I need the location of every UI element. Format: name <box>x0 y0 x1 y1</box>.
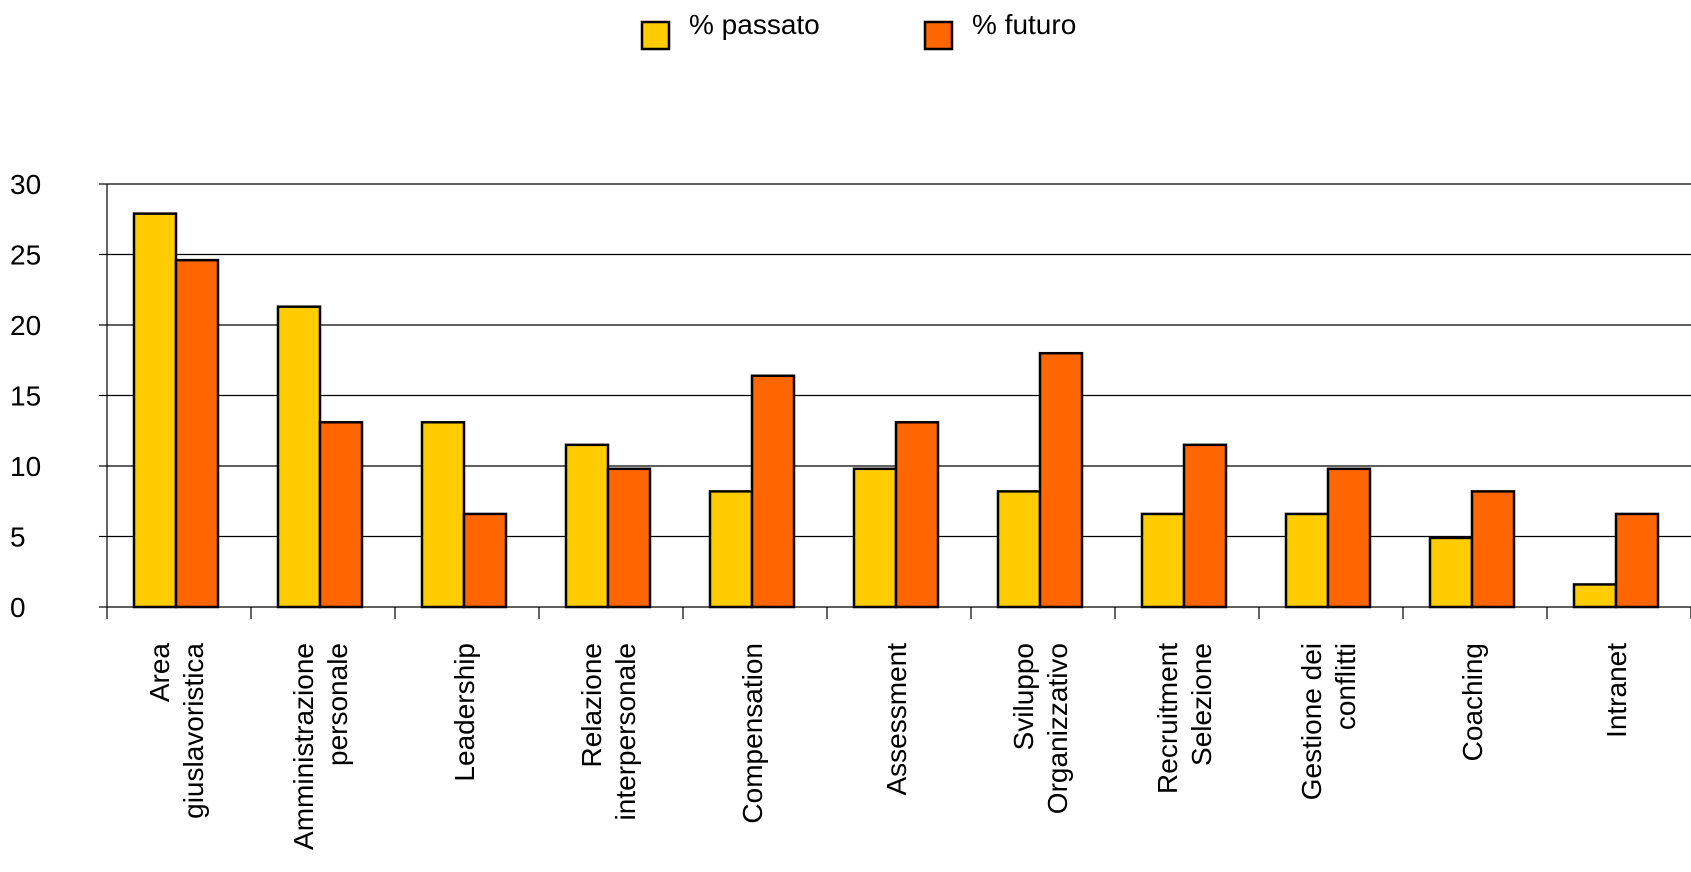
legend-label: % futuro <box>972 9 1076 40</box>
category-label: Intranet <box>1601 643 1632 738</box>
category-label-line: Intranet <box>1601 643 1632 738</box>
bar-futuro-0 <box>174 258 220 609</box>
legend-item-passato: % passato <box>640 9 820 51</box>
bar-passato-3 <box>564 443 610 609</box>
category-label-line: Coaching <box>1457 643 1488 761</box>
bar-futuro-4 <box>750 374 796 609</box>
bar-passato-7 <box>1140 512 1186 609</box>
category-label: Area giuslavoristica <box>144 643 209 819</box>
y-tick-label: 25 <box>10 240 41 271</box>
y-tick-label: 5 <box>10 522 26 553</box>
bar-passato-2 <box>420 421 466 609</box>
category-label: Assessment <box>881 643 912 796</box>
bar-futuro-6 <box>1038 351 1084 609</box>
axes <box>99 183 1691 619</box>
bar-passato-6 <box>996 490 1042 609</box>
legend-swatch <box>923 20 954 51</box>
category-label-line: interpersonale <box>610 643 641 820</box>
legend-swatch <box>640 20 671 51</box>
bar-futuro-9 <box>1470 490 1516 609</box>
category-label: Amministrazione personale <box>288 643 353 850</box>
bar-futuro-3 <box>606 467 652 609</box>
legend-label: % passato <box>689 9 820 40</box>
y-tick-label: 15 <box>10 381 41 412</box>
category-label-line: Assessment <box>881 643 912 796</box>
bar-passato-1 <box>276 305 322 609</box>
category-label: Coaching <box>1457 643 1488 761</box>
y-tick-label: 0 <box>10 592 26 623</box>
category-label-line: conflitti <box>1330 643 1361 730</box>
category-label-line: personale <box>322 643 353 766</box>
bar-passato-4 <box>708 490 754 609</box>
category-label: Sviluppo Organizzativo <box>1008 643 1073 814</box>
y-tick-label: 30 <box>10 169 41 200</box>
bar-futuro-1 <box>318 421 364 609</box>
category-label: Leadership <box>449 643 480 782</box>
category-label: Compensation <box>737 643 768 824</box>
legend-item-futuro: % futuro <box>923 9 1076 51</box>
bar-futuro-8 <box>1326 467 1372 609</box>
bar-futuro-10 <box>1614 512 1660 609</box>
category-label-line: giuslavoristica <box>178 643 209 819</box>
bar-futuro-5 <box>894 421 940 609</box>
category-label-line: Amministrazione <box>288 643 319 850</box>
category-label-line: Gestione dei <box>1296 643 1327 800</box>
y-axis-ticks: 0 5 10 15 20 25 30 <box>10 169 41 623</box>
category-label-line: Selezione <box>1186 643 1217 766</box>
bars <box>132 212 1660 609</box>
y-tick-label: 20 <box>10 310 41 341</box>
category-label-line: Organizzativo <box>1042 643 1073 814</box>
category-label-line: Recruitment <box>1152 643 1183 794</box>
x-axis-labels: Area giuslavoristica Amministrazione person… <box>144 643 1632 850</box>
bar-passato-10 <box>1572 583 1618 609</box>
bar-futuro-7 <box>1182 443 1228 609</box>
category-label-line: Relazione <box>576 643 607 768</box>
gridlines <box>107 183 1691 538</box>
category-label-line: Area <box>144 643 175 703</box>
category-label-line: Sviluppo <box>1008 643 1039 750</box>
y-tick-label: 10 <box>10 451 41 482</box>
bar-passato-9 <box>1428 536 1474 609</box>
category-label-line: Leadership <box>449 643 480 782</box>
category-label: Gestione dei conflitti <box>1296 643 1361 800</box>
bar-passato-5 <box>852 467 898 609</box>
category-label-line: Compensation <box>737 643 768 824</box>
bar-passato-8 <box>1284 512 1330 609</box>
category-label: Recruitment Selezione <box>1152 643 1217 794</box>
bar-passato-0 <box>132 212 178 609</box>
legend: % passato % futuro <box>640 9 1076 51</box>
category-label: Relazione interpersonale <box>576 643 641 820</box>
bar-futuro-2 <box>462 512 508 609</box>
